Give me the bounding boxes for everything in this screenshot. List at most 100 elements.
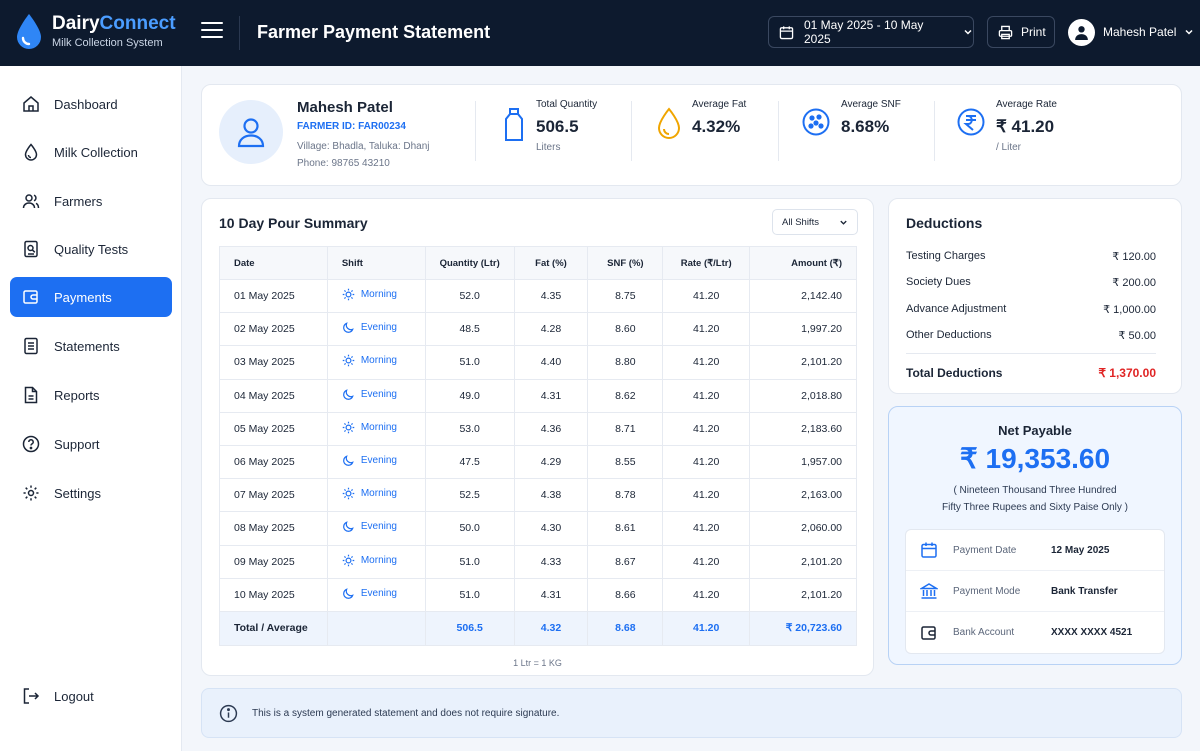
table-cell: 41.20: [662, 445, 751, 480]
stat-average-rate: Average Rate ₹ 41.20 / Liter: [956, 99, 1057, 153]
table-cell: 41.20: [662, 412, 751, 446]
hamburger-menu-icon[interactable]: [201, 22, 223, 42]
shift-cell: Morning: [327, 279, 426, 314]
app-logo[interactable]: DairyConnect Milk Collection System: [14, 12, 176, 50]
table-cell: 01 May 2025: [219, 279, 328, 314]
deduction-value: ₹ 200.00: [1112, 277, 1156, 289]
table-cell: 8.75: [587, 279, 664, 314]
net-payable-card: Net Payable ₹ 19,353.60 ( Nineteen Thous…: [888, 406, 1182, 665]
chevron-down-icon: [840, 220, 847, 225]
table-cell: 05 May 2025: [219, 412, 328, 446]
table-cell: 4.33: [514, 545, 589, 579]
column-header: Date: [219, 246, 328, 280]
table-cell: 51.0: [425, 578, 515, 612]
printer-icon: [998, 25, 1013, 39]
table-cell: 4.29: [514, 445, 589, 480]
table-row: 01 May 2025 Morning 52.0 4.35 8.75 41.20 2,142…: [219, 279, 857, 314]
sidebar-item-payments[interactable]: Payments: [10, 277, 172, 317]
column-header: Quantity (Ltr): [425, 246, 515, 280]
farmer-phone: Phone: 98765 43210: [297, 158, 390, 169]
table-cell: 06 May 2025: [219, 445, 328, 480]
payment-detail-row: Bank Account XXXX XXXX 4521: [906, 612, 1164, 653]
logout-button[interactable]: Logout: [10, 676, 172, 716]
table-row: 06 May 2025 Evening 47.5 4.29 8.55 41.20 1,957…: [219, 445, 857, 480]
table-cell: 51.0: [425, 345, 515, 380]
info-text: This is a system generated statement and…: [252, 707, 560, 719]
table-cell: 4.36: [514, 412, 589, 446]
sidebar-item-label: Payments: [54, 289, 112, 305]
table-cell: 41.20: [662, 379, 751, 413]
milk-bottle-icon: [505, 108, 523, 141]
deduction-row: Society Dues ₹ 200.00: [906, 276, 1156, 289]
sidebar-item-reports[interactable]: Reports: [10, 375, 172, 415]
sidebar-item-label: Milk Collection: [54, 144, 138, 160]
sidebar-item-dashboard[interactable]: Dashboard: [10, 84, 172, 124]
sidebar-item-label: Statements: [54, 338, 120, 354]
shift-label: Evening: [360, 521, 397, 533]
total-quantity: 506.5: [425, 611, 515, 646]
average-rate: 41.20: [662, 611, 751, 646]
sidebar-item-milk-collection[interactable]: Milk Collection: [10, 132, 172, 172]
table-cell: 4.28: [514, 312, 589, 347]
unit-footnote: 1 Ltr = 1 KG: [513, 658, 562, 668]
info-icon: [219, 704, 238, 722]
table-cell: 8.66: [587, 578, 664, 612]
deduction-label: Advance Adjustment: [906, 303, 1007, 315]
stat-average-fat: Average Fat 4.32%: [656, 99, 746, 141]
farmer-avatar-icon: [219, 100, 283, 164]
shift-badge: Morning: [342, 554, 397, 567]
farmer-id: FARMER ID: FAR00234: [297, 121, 406, 132]
section-title: 10 Day Pour Summary: [219, 215, 368, 231]
table-cell: 8.80: [587, 345, 664, 380]
shift-filter-select[interactable]: All Shifts: [772, 209, 858, 235]
shift-cell: Evening: [327, 445, 426, 480]
top-bar: DairyConnect Milk Collection System Farm…: [0, 0, 1200, 66]
table-cell: 41.20: [662, 345, 751, 380]
stat-value: 8.68%: [841, 117, 890, 136]
total-deductions-row: Total Deductions ₹ 1,370.00: [906, 366, 1156, 380]
farmer-name: Mahesh Patel: [297, 99, 393, 116]
home-icon: [23, 96, 39, 112]
stat-label: Total Quantity: [536, 99, 598, 110]
deduction-row: Advance Adjustment ₹ 1,000.00: [906, 303, 1156, 316]
sidebar-item-settings[interactable]: Settings: [10, 473, 172, 513]
table-cell: 4.31: [514, 578, 589, 612]
milk-drop-logo-icon: [17, 14, 41, 49]
shift-cell: Evening: [327, 511, 426, 546]
table-cell: 41.20: [662, 478, 751, 513]
user-menu[interactable]: Mahesh Patel: [1068, 16, 1194, 48]
table-cell: 03 May 2025: [219, 345, 328, 380]
table-cell: 8.55: [587, 445, 664, 480]
average-snf: 8.68: [587, 611, 664, 646]
card-wallet-icon: [921, 625, 936, 640]
date-range-picker[interactable]: 01 May 2025 - 10 May 2025: [768, 16, 974, 48]
stat-unit: Liters: [536, 142, 561, 153]
sidebar-item-label: Reports: [54, 387, 100, 403]
payment-detail-value: Bank Transfer: [1051, 585, 1118, 597]
shift-cell: Evening: [327, 578, 426, 612]
sidebar-item-farmers[interactable]: Farmers: [10, 181, 172, 221]
table-cell: 08 May 2025: [219, 511, 328, 546]
brand-name-part2: Connect: [99, 13, 176, 34]
table-cell: 8.67: [587, 545, 664, 579]
shift-label: Morning: [360, 289, 397, 301]
deduction-value: ₹ 50.00: [1118, 330, 1156, 342]
shift-label: Morning: [360, 554, 397, 566]
table-cell: 47.5: [425, 445, 515, 480]
table-cell: 07 May 2025: [219, 478, 328, 513]
sidebar-item-statements[interactable]: Statements: [10, 326, 172, 366]
sidebar-item-support[interactable]: Support: [10, 424, 172, 464]
table-row: 08 May 2025 Evening 50.0 4.30 8.61 41.20 2,060…: [219, 511, 857, 546]
calendar-icon: [779, 25, 794, 39]
print-button[interactable]: Print: [987, 16, 1055, 48]
sidebar-item-label: Support: [54, 436, 100, 452]
sidebar-item-quality-tests[interactable]: Quality Tests: [10, 229, 172, 269]
user-avatar-icon: [1068, 18, 1095, 46]
users-icon: [22, 194, 40, 209]
table-cell: 2,183.60: [749, 412, 857, 446]
table-cell: 2,018.80: [749, 379, 857, 413]
deduction-row: Other Deductions ₹ 50.00: [906, 329, 1156, 342]
table-total-row: Total / Average 506.5 4.32 8.68 41.20 ₹ …: [219, 611, 857, 646]
fat-drop-icon: [657, 107, 681, 139]
table-cell: 48.5: [425, 312, 515, 347]
